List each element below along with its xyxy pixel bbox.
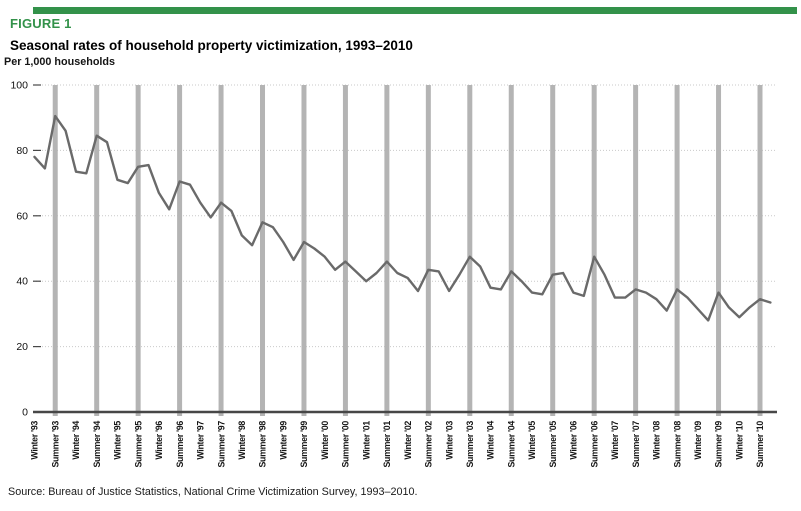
chart-title: Seasonal rates of household property vic… — [10, 38, 413, 53]
svg-text:Summer '97: Summer '97 — [216, 421, 226, 468]
source-note: Source: Bureau of Justice Statistics, Na… — [8, 486, 418, 498]
svg-text:Winter '98: Winter '98 — [237, 421, 247, 460]
svg-text:Winter '05: Winter '05 — [527, 421, 537, 460]
svg-text:Winter '04: Winter '04 — [486, 421, 496, 460]
accent-bar — [33, 7, 797, 14]
svg-text:Summer '94: Summer '94 — [92, 421, 102, 468]
y-axis-unit-label: Per 1,000 households — [4, 56, 116, 68]
svg-text:20: 20 — [16, 341, 28, 353]
svg-text:Winter '97: Winter '97 — [196, 421, 206, 460]
x-tick-labels: Winter '93 Summer '93 Winter '94 Summer '94… — [30, 421, 766, 468]
figure-label: FIGURE 1 — [10, 16, 72, 31]
svg-text:Summer '98: Summer '98 — [258, 421, 268, 468]
svg-text:Winter '08: Winter '08 — [652, 421, 662, 460]
property-victimization-rate-line — [33, 114, 772, 322]
svg-text:Winter '03: Winter '03 — [444, 421, 454, 460]
svg-text:Summer '00: Summer '00 — [341, 421, 351, 468]
summer-gridline-bands — [52, 85, 763, 416]
svg-text:Summer '07: Summer '07 — [631, 421, 641, 468]
svg-text:Winter '96: Winter '96 — [154, 421, 164, 460]
svg-text:Winter '95: Winter '95 — [113, 421, 123, 460]
svg-text:Winter '09: Winter '09 — [693, 421, 703, 460]
svg-text:100: 100 — [10, 80, 28, 92]
svg-text:Summer '08: Summer '08 — [672, 421, 682, 468]
svg-text:Winter '06: Winter '06 — [569, 421, 579, 460]
svg-text:Summer '05: Summer '05 — [548, 421, 558, 468]
svg-text:Summer '09: Summer '09 — [714, 421, 724, 468]
svg-text:Winter '10: Winter '10 — [734, 421, 744, 460]
y-gridlines — [33, 84, 775, 348]
svg-text:Winter '07: Winter '07 — [610, 421, 620, 460]
svg-text:Summer '95: Summer '95 — [133, 421, 143, 468]
svg-text:Summer '99: Summer '99 — [299, 421, 309, 468]
svg-text:Summer '96: Summer '96 — [175, 421, 185, 468]
y-tick-labels: 0 20 40 60 80 100 — [10, 80, 28, 419]
svg-text:60: 60 — [16, 210, 28, 222]
svg-text:Summer '93: Summer '93 — [50, 421, 60, 468]
svg-text:Summer '01: Summer '01 — [382, 421, 392, 468]
svg-text:Winter '01: Winter '01 — [361, 421, 371, 460]
svg-text:Winter '94: Winter '94 — [71, 421, 81, 460]
svg-text:Summer '04: Summer '04 — [506, 421, 516, 468]
svg-text:40: 40 — [16, 276, 28, 288]
svg-text:Summer '06: Summer '06 — [589, 421, 599, 468]
svg-text:Winter '02: Winter '02 — [403, 421, 413, 460]
svg-text:Summer '02: Summer '02 — [424, 421, 434, 468]
svg-text:Winter '00: Winter '00 — [320, 421, 330, 460]
svg-text:Winter '99: Winter '99 — [278, 421, 288, 460]
svg-text:Summer '10: Summer '10 — [755, 421, 765, 468]
svg-text:Winter '93: Winter '93 — [30, 421, 40, 460]
svg-text:80: 80 — [16, 145, 28, 157]
svg-text:0: 0 — [22, 407, 28, 419]
svg-text:Summer '03: Summer '03 — [465, 421, 475, 468]
